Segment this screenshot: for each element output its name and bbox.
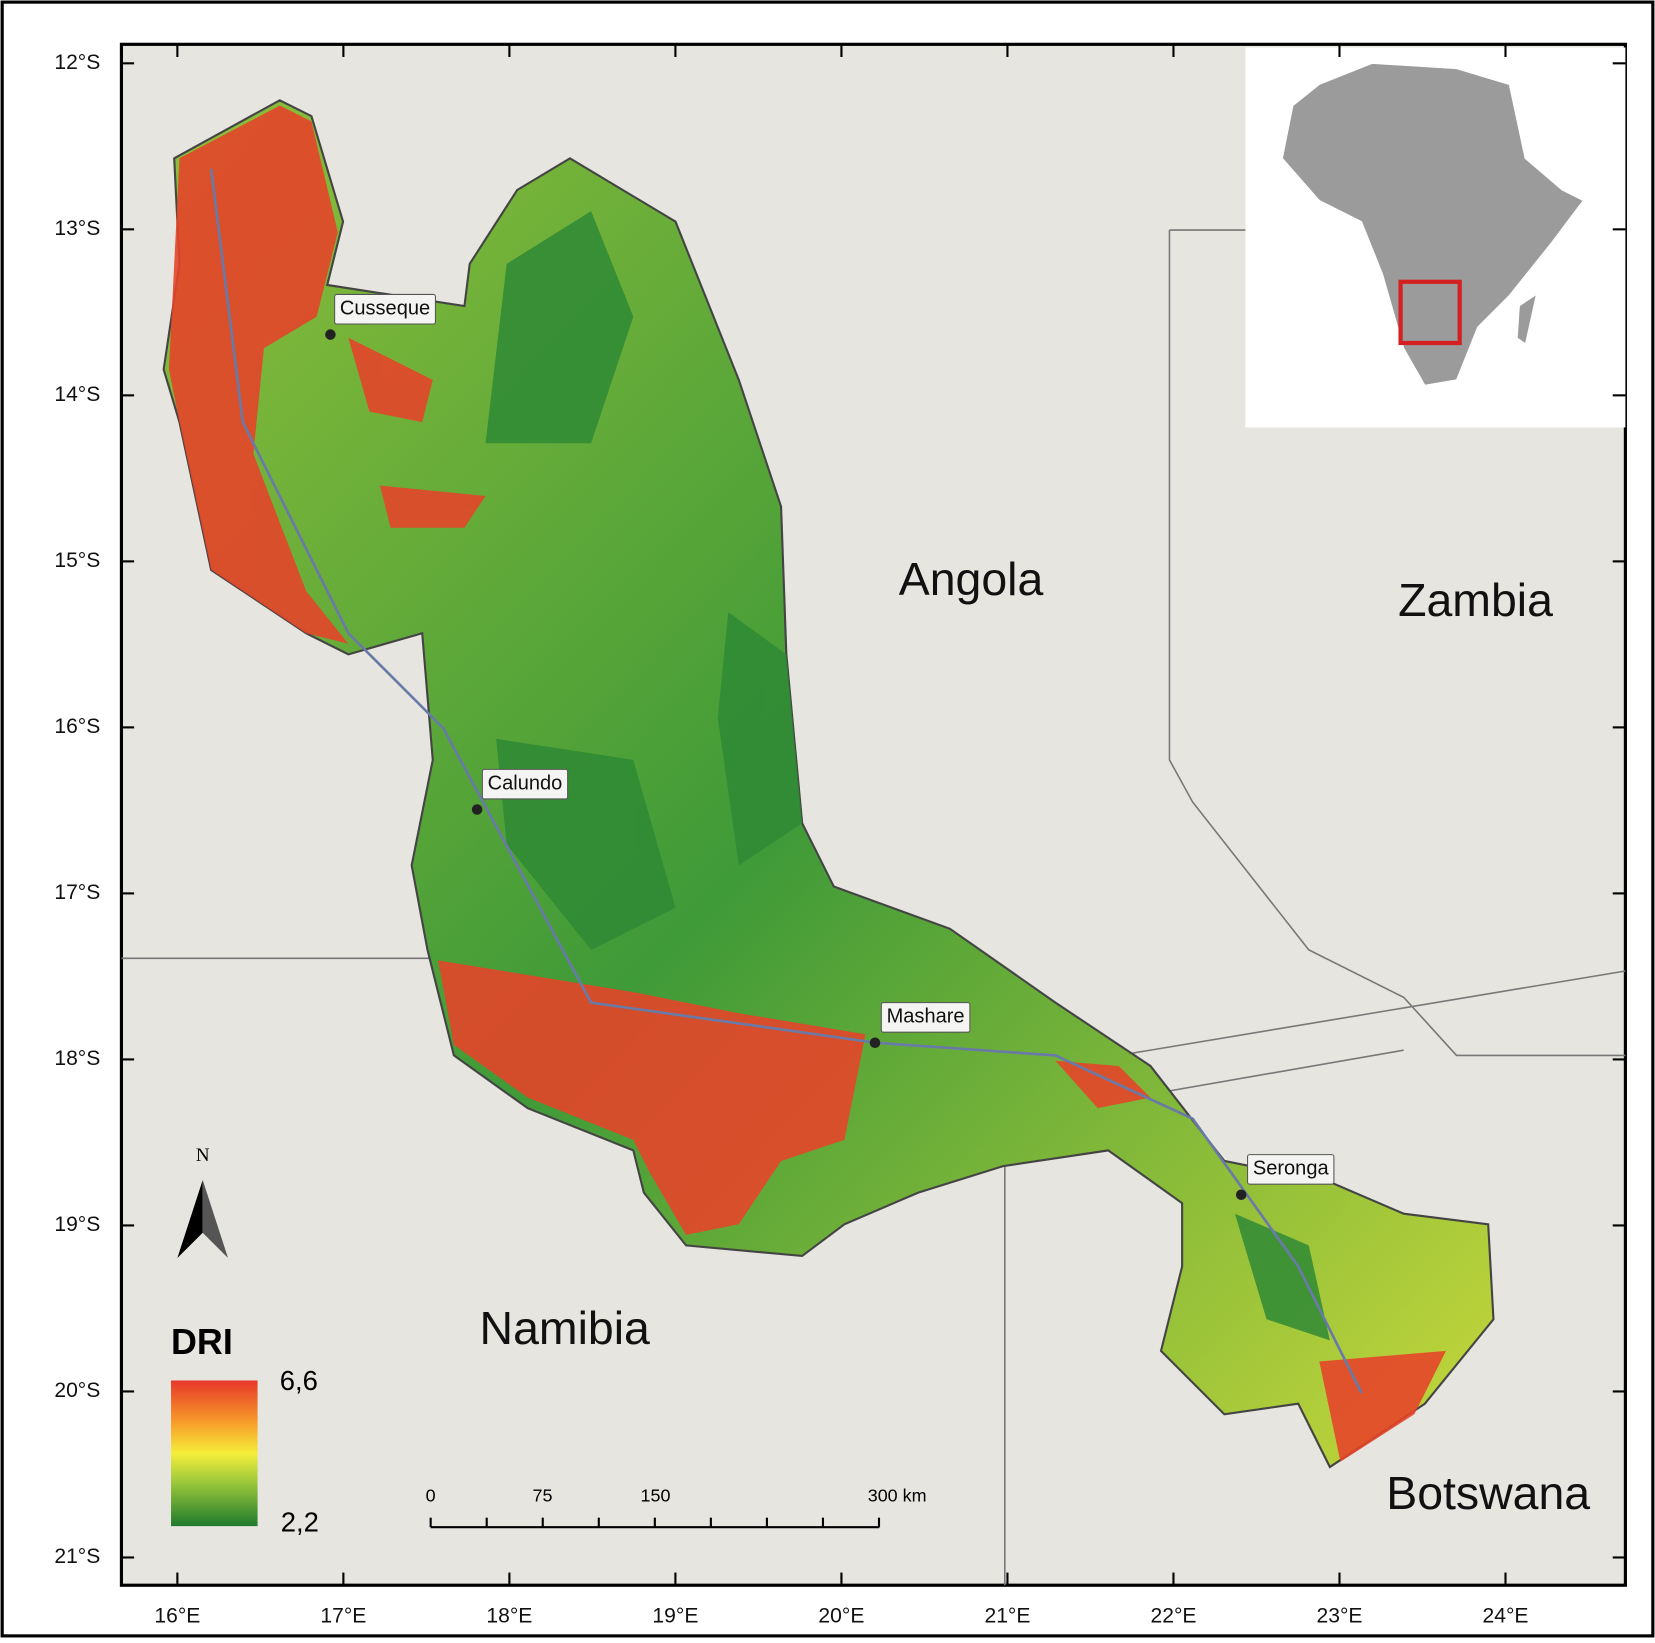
place-dot bbox=[325, 329, 336, 340]
area bbox=[1234, 1213, 1330, 1341]
area bbox=[485, 211, 634, 444]
scale-ticks bbox=[429, 1517, 881, 1528]
lat-label: 15°S bbox=[54, 549, 100, 572]
lon-label: 17°E bbox=[320, 1604, 366, 1627]
place-dot bbox=[471, 804, 483, 815]
place-label: Mashare bbox=[887, 1006, 965, 1028]
lon-label: 19°E bbox=[652, 1604, 698, 1627]
area bbox=[168, 105, 349, 644]
scale-label: 0 bbox=[426, 1485, 436, 1505]
lon-label: 18°E bbox=[486, 1604, 532, 1627]
legend-min: 2,2 bbox=[281, 1506, 319, 1537]
lat-label: 17°S bbox=[54, 881, 100, 904]
scale-label: 75 bbox=[533, 1485, 553, 1505]
place-label: Cusseque bbox=[340, 298, 430, 320]
lon-label: 23°E bbox=[1316, 1604, 1362, 1627]
country-label: Angola bbox=[899, 553, 1044, 605]
inset-africa bbox=[1281, 62, 1584, 386]
place-label-box bbox=[334, 293, 436, 325]
legend: DRI 6,6 2,2 bbox=[171, 1322, 319, 1537]
lat-label: 21°S bbox=[54, 1545, 100, 1568]
lat-label: 12°S bbox=[54, 51, 100, 74]
area bbox=[348, 337, 433, 423]
lon-label: 22°E bbox=[1150, 1604, 1196, 1627]
legend-max: 6,6 bbox=[280, 1365, 318, 1396]
north-label: N bbox=[196, 1145, 210, 1166]
lat-label: 19°S bbox=[54, 1213, 100, 1236]
border bbox=[1168, 230, 1626, 1057]
lat-label: 20°S bbox=[54, 1379, 100, 1402]
lat-label: 16°S bbox=[54, 715, 100, 738]
place-dot bbox=[1235, 1189, 1247, 1201]
place-label: Calundo bbox=[488, 772, 563, 794]
lat-label: 18°S bbox=[54, 1047, 100, 1070]
border bbox=[1118, 970, 1626, 1057]
scale-bar: 0 75 150 300 km bbox=[426, 1485, 927, 1529]
high-dri-areas bbox=[168, 105, 1446, 1462]
places: Cusseque Calundo Mashare Seronga bbox=[325, 293, 1335, 1201]
area bbox=[380, 485, 486, 528]
inset-madagascar bbox=[1517, 295, 1536, 344]
lon-label: 20°E bbox=[818, 1604, 864, 1627]
area bbox=[1319, 1350, 1446, 1462]
tick-group: 12°S 13°S 14°S 15°S 16°S 17°S 18°S 19°S 20°S 21°S… bbox=[54, 44, 1626, 1627]
lon-label: 16°E bbox=[154, 1604, 200, 1627]
legend-title: DRI bbox=[171, 1322, 233, 1362]
place-label-box bbox=[880, 1002, 971, 1033]
place-dot bbox=[869, 1037, 881, 1049]
country-label: Botswana bbox=[1386, 1467, 1590, 1519]
lon-label: 24°E bbox=[1483, 1604, 1529, 1627]
area bbox=[438, 960, 866, 1235]
place-label-box bbox=[1247, 1154, 1335, 1185]
area bbox=[1055, 1060, 1151, 1109]
country-label: Zambia bbox=[1398, 574, 1553, 626]
legend-ramp bbox=[171, 1380, 258, 1527]
lat-label: 14°S bbox=[54, 383, 100, 406]
inset bbox=[1245, 47, 1626, 428]
scale-label: 300 km bbox=[868, 1485, 927, 1505]
lat-label: 13°S bbox=[54, 217, 100, 240]
border bbox=[1160, 1049, 1404, 1094]
lon-label: 21°E bbox=[984, 1604, 1030, 1627]
area bbox=[717, 612, 803, 866]
scale-label: 150 bbox=[640, 1485, 670, 1505]
place-label: Seronga bbox=[1253, 1158, 1330, 1180]
inset-extent bbox=[1398, 279, 1462, 346]
place-label-box bbox=[481, 768, 569, 800]
country-label: Namibia bbox=[480, 1302, 650, 1354]
